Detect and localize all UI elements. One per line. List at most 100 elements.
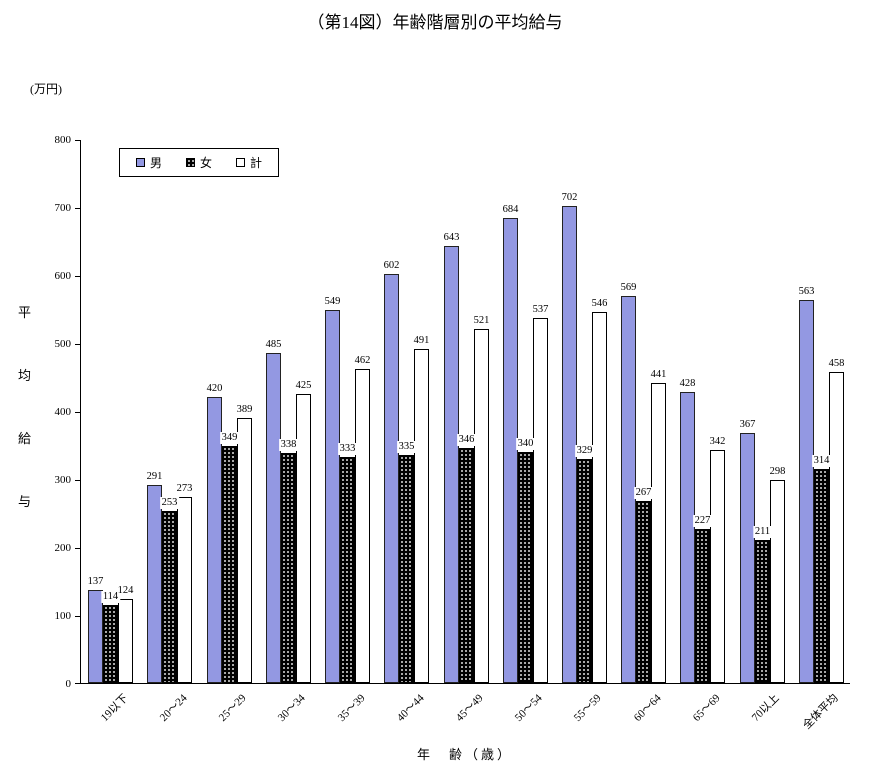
- bar-label-male: 420: [206, 383, 223, 394]
- chart-title: （第14図）年齢階層別の平均給与: [307, 13, 563, 32]
- x-tick-label-text: 全体平均: [801, 692, 841, 732]
- bar-male: [799, 300, 814, 683]
- x-tick-label-text: 45～49: [453, 692, 486, 724]
- y-axis-title-char: 均: [18, 368, 32, 383]
- y-tick-mark: [75, 616, 81, 617]
- x-axis-title: 年 齢（歳）: [416, 747, 513, 762]
- legend-label: 男: [150, 156, 163, 170]
- bar-label-female: 253: [159, 497, 180, 509]
- x-tick-label-text: 30～34: [276, 692, 308, 724]
- x-tick-label-text: 60～64: [631, 692, 664, 724]
- bar-label-total: 342: [709, 436, 726, 447]
- x-tick-label-text: 35～39: [335, 692, 368, 724]
- y-tick-mark: [75, 344, 81, 345]
- x-tick-label-text: 65～69: [690, 692, 723, 724]
- legend-label: 女: [200, 156, 213, 170]
- y-tick-label: 0: [65, 678, 72, 690]
- legend-swatch-total: [236, 158, 246, 167]
- bar-male: [680, 392, 695, 683]
- bar-female: [399, 455, 414, 683]
- bar-label-male: 569: [620, 282, 637, 293]
- y-tick-mark: [75, 208, 81, 209]
- bar-label-male: 684: [502, 204, 519, 215]
- bar-female: [518, 452, 533, 683]
- bar-female: [222, 446, 237, 683]
- y-tick-mark: [75, 140, 81, 141]
- bar-total: [710, 450, 725, 683]
- bar-label-female: 114: [100, 591, 121, 603]
- y-tick-mark: [75, 683, 81, 684]
- bar-female: [695, 529, 710, 683]
- bar-female: [340, 457, 355, 683]
- y-tick-label: 500: [54, 338, 72, 350]
- bar-label-male: 291: [146, 471, 163, 482]
- bar-label-total: 521: [473, 315, 490, 326]
- bar-male: [444, 246, 459, 683]
- bar-total: [829, 372, 844, 683]
- y-tick-mark: [75, 412, 81, 413]
- x-tick-label-text: 40～44: [394, 692, 427, 724]
- bar-male: [325, 310, 340, 683]
- bar-male: [384, 274, 399, 683]
- bar-label-male: 549: [324, 296, 341, 307]
- bar-label-total: 389: [236, 404, 253, 415]
- bar-label-total: 441: [650, 369, 667, 380]
- bar-total: [592, 312, 607, 683]
- bar-label-male: 367: [739, 419, 756, 430]
- bar-label-male: 485: [265, 339, 282, 350]
- bar-total: [355, 369, 370, 683]
- bar-total: [414, 349, 429, 683]
- bar-female: [814, 469, 829, 683]
- bar-male: [740, 433, 755, 683]
- bar-label-total: 124: [117, 585, 134, 596]
- y-tick-label: 300: [54, 474, 72, 486]
- bar-label-total: 537: [532, 304, 549, 315]
- bar-female: [281, 453, 296, 683]
- bar-label-female: 333: [337, 443, 358, 455]
- bar-female: [459, 448, 474, 683]
- bar-total: [237, 418, 252, 683]
- bar-label-total: 546: [591, 298, 608, 309]
- legend-item-total: 計: [236, 154, 262, 171]
- legend-swatch-male: [136, 158, 145, 167]
- bar-label-male: 428: [679, 378, 696, 389]
- bar-label-male: 137: [87, 576, 104, 587]
- bar-total: [177, 497, 192, 683]
- bar-male: [266, 353, 281, 683]
- bar-total: [474, 329, 489, 683]
- y-tick-label: 100: [54, 610, 72, 622]
- bar-label-total: 458: [828, 358, 845, 369]
- legend-item-male: 男: [136, 154, 162, 171]
- y-tick-label: 400: [54, 406, 72, 418]
- bar-label-female: 211: [752, 526, 773, 538]
- bar-label-female: 314: [811, 455, 832, 467]
- x-tick-label-text: 70以上: [749, 692, 782, 724]
- y-axis-title-char: 与: [18, 494, 32, 509]
- x-tick-label-text: 50～54: [513, 692, 545, 724]
- y-tick-mark: [75, 276, 81, 277]
- bar-label-female: 227: [692, 515, 713, 527]
- bar-total: [651, 383, 666, 683]
- y-tick-label: 800: [54, 134, 72, 146]
- bar-label-female: 329: [574, 445, 595, 457]
- y-tick-label: 600: [54, 270, 72, 282]
- y-axis-title: 平均給与: [18, 302, 31, 510]
- bar-label-female: 335: [396, 441, 417, 453]
- bar-total: [296, 394, 311, 683]
- bar-label-female: 267: [633, 487, 654, 499]
- bar-male: [88, 590, 103, 683]
- bar-female: [577, 459, 592, 683]
- x-tick-label-text: 20～24: [157, 692, 190, 724]
- bar-male: [207, 397, 222, 683]
- bar-female: [755, 540, 770, 683]
- bar-label-female: 340: [515, 438, 536, 450]
- bar-total: [533, 318, 548, 683]
- bar-label-total: 462: [354, 355, 371, 366]
- bar-male: [147, 485, 162, 683]
- y-tick-mark: [75, 480, 81, 481]
- bar-label-male: 602: [383, 260, 400, 271]
- bar-label-male: 702: [561, 192, 578, 203]
- y-axis-title-char: 給: [18, 431, 32, 446]
- bar-male: [503, 218, 518, 683]
